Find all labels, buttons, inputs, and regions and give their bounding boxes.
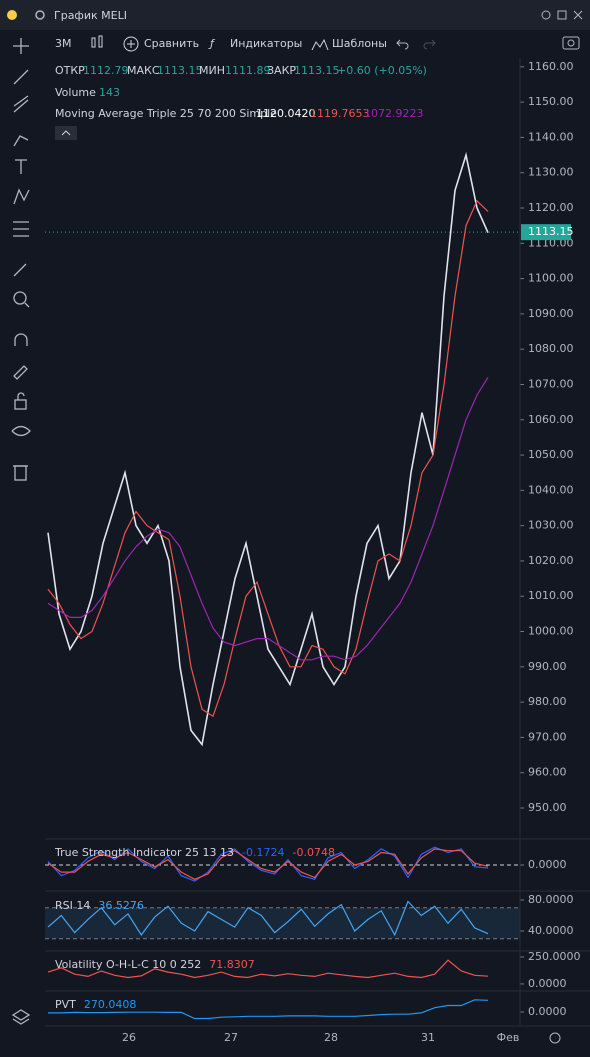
y-tick-label: 1100.00 [528,272,574,285]
series-line [47,900,489,937]
volume: 143 [99,86,120,99]
templates[interactable]: Шаблоны [332,37,387,50]
window-controls[interactable] [541,10,583,20]
pane-value: 270.0408 [84,998,137,1011]
compare-plus [127,40,135,48]
y-tick-label: 0.0000 [528,858,567,871]
y-tick-label: 1060.00 [528,413,574,426]
y-tick-label: 1010.00 [528,589,574,602]
camera-lens [567,39,575,47]
legend: ОТКР 1112.79 МАКС 1113.15 МИН 1111.89 ЗА… [55,64,427,140]
pane-value: -0.0748 [293,846,335,859]
last-price-label: 1113.15 [528,225,574,238]
fx-icon: ƒ [208,37,216,50]
title-bar [0,0,590,30]
high: 1113.15 [157,64,203,77]
y-tick-label: 1090.00 [528,307,574,320]
open: 1112.79 [83,64,129,77]
left-toolbar[interactable] [11,38,31,1025]
series-line [47,151,489,747]
open-label: ОТКР [55,64,85,77]
volume-label: Volume [55,86,96,99]
search-icon[interactable] [35,10,45,20]
ma3: 1072.9223 [364,107,424,120]
app-dot [7,10,17,20]
pane-title: RSI 14 [55,899,90,912]
series-line [47,377,489,661]
high-label: МАКС [127,64,160,77]
collapse-button[interactable] [55,126,77,140]
pane-value: 71.8307 [209,958,255,971]
y-tick-label: 40.0000 [528,924,574,937]
series-line [48,999,489,1020]
y-tick-label: 1140.00 [528,130,574,143]
y-tick-label: 990.00 [528,660,567,673]
toolbar [0,30,590,58]
camera[interactable] [562,36,580,50]
ma-label: Moving Average Triple 25 70 200 Simple [55,107,277,120]
rsi-band-fill [45,907,520,939]
series-line [47,199,489,718]
y-tick-label: 0.0000 [528,977,567,990]
y-tick-label: 80.0000 [528,893,574,906]
pane-value: -0.1724 [242,846,284,859]
y-tick-label: 950.00 [528,801,567,814]
compare-icon[interactable] [123,36,139,52]
y-tick-label: 1160.00 [528,60,574,73]
templates-icon[interactable] [311,38,329,51]
x-tick-label: Фев [497,1031,520,1044]
compare[interactable]: Сравнить [144,37,199,50]
y-tick-label: 1020.00 [528,554,574,567]
window-title: График MELI [54,9,127,22]
change: +0.60 (+0.05%) [337,64,427,77]
low-label: МИН [199,64,225,77]
y-tick-label: 1120.00 [528,201,574,214]
y-tick-label: 1000.00 [528,625,574,638]
y-tick-label: 980.00 [528,695,567,708]
y-tick-label: 1130.00 [528,166,574,179]
series-line [47,959,489,979]
x-tick-label: 26 [122,1031,136,1044]
ma2: 1119.7653 [310,107,370,120]
close-label: ЗАКР [267,64,296,77]
x-tick-label: 27 [224,1031,238,1044]
pane-title: Volatility O-H-L-C 10 0 252 [55,958,201,971]
close: 1113.15 [294,64,340,77]
y-tick-label: 1070.00 [528,377,574,390]
series-line [47,848,489,880]
low: 1111.89 [225,64,271,77]
pane-title: PVT [55,998,76,1011]
y-tick-label: 1080.00 [528,342,574,355]
last-price-tag [521,224,571,241]
y-tick-label: 970.00 [528,730,567,743]
pane-value: 36.5276 [98,899,144,912]
y-tick-label: 1050.00 [528,448,574,461]
candle-icon[interactable] [91,35,103,48]
collapse-arrow [61,130,71,136]
x-tick-label: 28 [324,1031,338,1044]
x-tick-label: 31 [421,1031,435,1044]
y-tick-label: 1030.00 [528,519,574,532]
y-tick-label: 1040.00 [528,483,574,496]
undo[interactable] [396,39,409,50]
pane-title: True Strength Indicator 25 13 13 [54,846,234,859]
y-tick-label: 250.0000 [528,950,581,963]
y-tick-label: 960.00 [528,766,567,779]
redo[interactable] [423,39,436,50]
ma1: 1120.0420 [256,107,316,120]
y-tick-label: 1150.00 [528,95,574,108]
interval[interactable]: 3M [55,37,72,50]
y-tick-label: 0.0000 [528,1005,567,1018]
settings[interactable] [549,1032,561,1044]
indicators[interactable]: Индикаторы [230,37,302,50]
